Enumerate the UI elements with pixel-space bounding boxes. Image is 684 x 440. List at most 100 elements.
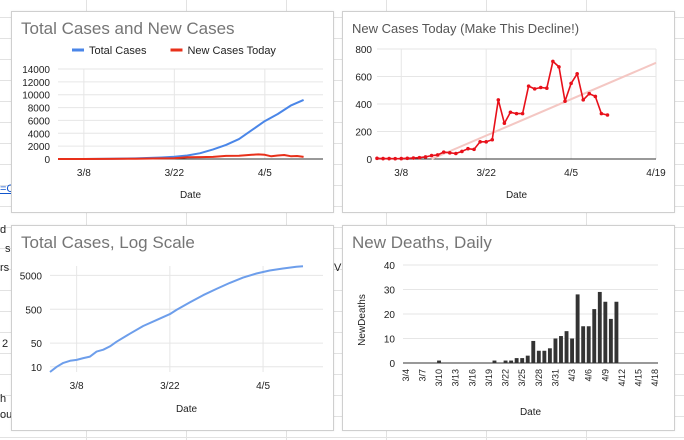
data-point (405, 156, 410, 161)
bar (547, 348, 552, 363)
bar (492, 360, 497, 363)
cell-fragment: h (0, 393, 7, 405)
x-tick-label: 3/8 (394, 168, 408, 179)
y-tick-label: 30 (384, 286, 396, 297)
bar (536, 350, 541, 363)
x-tick-label: 3/13 (451, 369, 461, 387)
data-point (478, 140, 482, 144)
data-point (441, 150, 446, 154)
data-point (599, 111, 604, 116)
bar (503, 360, 508, 363)
y-tick-label: 4000 (28, 129, 51, 140)
x-tick-label: 3/28 (534, 369, 544, 387)
y-tick-label: 0 (44, 155, 50, 166)
y-tick-label: 6000 (28, 116, 51, 127)
data-point (381, 156, 385, 161)
y-tick-label: 600 (355, 73, 372, 84)
series-line (58, 98, 305, 160)
bar (614, 301, 619, 363)
x-tick-label: 3/16 (467, 369, 477, 387)
bar (520, 358, 525, 363)
bar (564, 331, 569, 363)
chart-new-deaths-daily[interactable]: New Deaths, Daily 0 10 20 30 40 3/4 3/7 3/10 3/1… (342, 225, 675, 431)
data-point (563, 99, 567, 104)
cell-fragment: V (334, 262, 342, 274)
data-point (393, 156, 397, 161)
data-point (514, 111, 519, 116)
cell-fragment: =C (0, 183, 15, 195)
data-point (532, 87, 537, 91)
cell-fragment: rs (0, 262, 10, 274)
x-tick-label: 4/5 (256, 381, 270, 392)
bar (586, 326, 591, 363)
x-tick-label: 3/22 (476, 168, 496, 179)
x-tick-label: 3/31 (550, 369, 560, 387)
data-point (605, 113, 610, 117)
y-axis-label: NewDeaths (357, 294, 368, 346)
x-axis-label: Date (520, 407, 542, 418)
bar (509, 360, 514, 363)
x-tick-label: 3/22 (160, 381, 180, 392)
data-point (399, 156, 404, 161)
bar (437, 360, 441, 363)
x-axis-label: Date (506, 190, 528, 201)
bar (553, 338, 558, 363)
bar (531, 340, 536, 363)
data-point (496, 98, 501, 102)
x-tick-label: 3/8 (70, 381, 84, 392)
chart-plot: 0 200 400 600 800 3/8 3/22 4/5 4/19 Date (355, 45, 666, 201)
data-point (375, 156, 379, 161)
data-point (587, 91, 592, 96)
x-tick-label: 3/25 (517, 369, 527, 387)
x-tick-label: 4/3 (567, 369, 577, 382)
data-point (417, 155, 422, 160)
y-tick-label: 400 (355, 100, 372, 111)
data-point (466, 146, 470, 151)
trendline (431, 61, 657, 160)
data-point (387, 156, 391, 161)
bar (608, 318, 613, 363)
data-point (435, 153, 440, 157)
x-tick-label: 3/4 (401, 369, 411, 382)
data-point (502, 121, 507, 126)
data-point (569, 81, 573, 86)
legend-label: New Cases Today (187, 45, 276, 57)
chart-plot: 0 10 20 30 40 3/4 3/7 3/10 3/13 3/16 3/19 3/22 3/25 3… (357, 261, 660, 418)
data-point (551, 59, 555, 64)
data-point (575, 71, 579, 76)
data-point (460, 149, 464, 154)
x-tick-label: 4/5 (258, 168, 272, 179)
chart-total-cases-log[interactable]: Total Cases, Log Scale 10 50 500 5000 3/8 3/2… (11, 225, 334, 431)
y-tick-label: 500 (25, 305, 42, 316)
x-tick-label: 3/8 (77, 168, 91, 179)
y-tick-label: 8000 (28, 104, 51, 115)
series-line (376, 60, 608, 160)
y-tick-label: 14000 (22, 65, 50, 76)
chart-title: New Cases Today (Make This Decline!) (352, 21, 580, 36)
x-tick-label: 4/15 (634, 369, 644, 387)
data-point (447, 151, 452, 155)
legend-label: Total Cases (89, 45, 147, 57)
x-tick-label: 4/18 (650, 369, 660, 387)
data-point (484, 140, 488, 144)
x-axis-label: Date (176, 404, 198, 415)
data-point (526, 84, 531, 88)
data-point (429, 153, 434, 158)
bar (581, 326, 586, 363)
x-tick-label: 3/22 (501, 369, 511, 387)
x-tick-label: 4/12 (617, 369, 627, 387)
y-tick-label: 10 (384, 335, 396, 346)
cell-fragment: s (5, 243, 11, 255)
x-axis-label: Date (180, 190, 202, 201)
data-point (423, 155, 428, 159)
cell-fragment: 2 (2, 338, 9, 350)
chart-title: Total Cases, Log Scale (21, 233, 195, 252)
data-point (454, 151, 458, 156)
y-tick-label: 200 (355, 128, 372, 139)
chart-plot: Total Cases New Cases Today 0 2000 4000 60008… (22, 45, 323, 201)
bar (525, 355, 530, 363)
series-line (58, 153, 304, 160)
x-tick-label: 4/5 (564, 168, 578, 179)
chart-new-cases-today[interactable]: New Cases Today (Make This Decline!) 0 20… (342, 11, 675, 213)
chart-total-and-new-cases[interactable]: Total Cases and New Cases Total Cases New… (11, 11, 334, 213)
